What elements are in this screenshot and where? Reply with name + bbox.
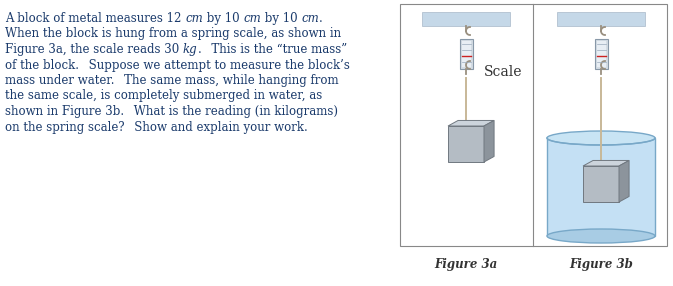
Text: shown in Figure 3b.  What is the reading (in kilograms): shown in Figure 3b. What is the reading … [5, 105, 338, 118]
Text: .: . [319, 12, 323, 25]
Text: the same scale, is completely submerged in water, as: the same scale, is completely submerged … [5, 90, 322, 102]
Text: .  This is the “true mass”: . This is the “true mass” [198, 43, 347, 56]
Text: cm: cm [302, 12, 319, 25]
Bar [460, 39, 472, 69]
Bar [583, 166, 619, 202]
Text: of the block.  Suppose we attempt to measure the block’s: of the block. Suppose we attempt to meas… [5, 59, 350, 72]
Ellipse shape [547, 131, 655, 145]
Bar [422, 12, 510, 26]
Bar [547, 138, 655, 236]
Bar [462, 41, 470, 67]
Polygon shape [619, 160, 629, 202]
Text: Figure 3a: Figure 3a [434, 258, 497, 271]
Text: Figure 3b: Figure 3b [569, 258, 633, 271]
Bar [448, 126, 484, 162]
Text: Figure 3a, the scale reads 30: Figure 3a, the scale reads 30 [5, 43, 183, 56]
Text: kg: kg [183, 43, 198, 56]
Polygon shape [583, 160, 629, 166]
Text: cm: cm [243, 12, 261, 25]
Bar [400, 4, 667, 246]
Text: mass under water.  The same mass, while hanging from: mass under water. The same mass, while h… [5, 74, 339, 87]
Ellipse shape [547, 229, 655, 243]
Bar [557, 12, 645, 26]
Polygon shape [448, 120, 494, 126]
Text: cm: cm [185, 12, 203, 25]
Text: by 10: by 10 [261, 12, 302, 25]
Text: by 10: by 10 [203, 12, 243, 25]
Text: A block of metal measures 12: A block of metal measures 12 [5, 12, 185, 25]
Text: Scale: Scale [484, 65, 522, 79]
Text: When the block is hung from a spring scale, as shown in: When the block is hung from a spring sca… [5, 27, 341, 41]
Text: on the spring scale?  Show and explain your work.: on the spring scale? Show and explain yo… [5, 120, 308, 134]
Bar [594, 39, 608, 69]
Bar [596, 41, 606, 67]
Polygon shape [484, 120, 494, 162]
